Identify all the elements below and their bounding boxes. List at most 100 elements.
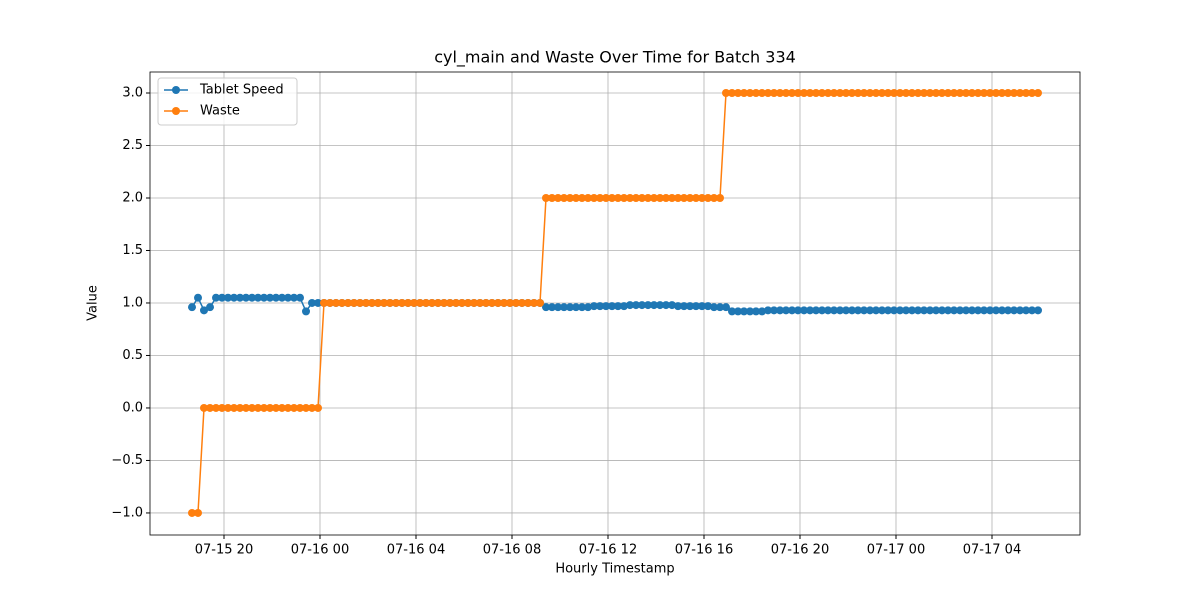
marker: [278, 403, 286, 412]
marker: [746, 307, 754, 316]
marker: [284, 293, 292, 302]
marker: [776, 306, 784, 315]
marker: [950, 88, 958, 97]
marker: [764, 88, 772, 97]
x-tick-label: 07-16 20: [771, 543, 829, 558]
marker: [956, 88, 964, 97]
y-tick-label: −0.5: [111, 453, 143, 468]
marker: [776, 88, 784, 97]
marker: [452, 298, 460, 307]
legend-marker: [172, 107, 180, 115]
y-tick-label: 0.5: [122, 348, 143, 363]
marker: [500, 298, 508, 307]
marker: [188, 508, 196, 517]
marker: [308, 298, 316, 307]
marker: [524, 298, 532, 307]
marker: [734, 88, 742, 97]
marker: [734, 307, 742, 316]
marker: [698, 193, 706, 202]
marker: [236, 403, 244, 412]
marker: [938, 306, 946, 315]
marker: [1004, 88, 1012, 97]
marker: [434, 298, 442, 307]
marker: [512, 298, 520, 307]
marker: [464, 298, 472, 307]
y-tick-label: 2.0: [122, 190, 143, 205]
legend-box: [157, 77, 298, 126]
marker: [620, 193, 628, 202]
marker: [596, 193, 604, 202]
marker: [536, 298, 544, 307]
marker: [986, 88, 994, 97]
marker: [230, 293, 238, 302]
marker: [974, 306, 982, 315]
marker: [950, 306, 958, 315]
marker: [1022, 88, 1030, 97]
marker: [1004, 306, 1012, 315]
marker: [236, 293, 244, 302]
marker: [608, 302, 616, 311]
marker: [374, 298, 382, 307]
marker: [554, 193, 562, 202]
marker: [230, 403, 238, 412]
marker: [746, 88, 754, 97]
marker: [572, 303, 580, 312]
marker: [962, 88, 970, 97]
marker: [638, 193, 646, 202]
marker: [866, 306, 874, 315]
y-tick-label: 1.0: [122, 295, 143, 310]
marker: [554, 303, 562, 312]
marker: [632, 301, 640, 310]
marker: [944, 88, 952, 97]
marker: [632, 193, 640, 202]
marker: [272, 293, 280, 302]
marker: [1028, 88, 1036, 97]
marker: [812, 88, 820, 97]
marker: [836, 88, 844, 97]
marker: [548, 303, 556, 312]
marker: [698, 302, 706, 311]
marker: [704, 302, 712, 311]
marker: [908, 88, 916, 97]
marker: [938, 88, 946, 97]
marker: [998, 306, 1006, 315]
marker: [668, 301, 676, 310]
marker: [854, 88, 862, 97]
marker: [758, 307, 766, 316]
marker: [530, 298, 538, 307]
marker: [884, 88, 892, 97]
marker: [890, 88, 898, 97]
marker: [806, 88, 814, 97]
marker: [866, 88, 874, 97]
marker: [620, 302, 628, 311]
marker: [902, 88, 910, 97]
marker: [242, 293, 250, 302]
marker: [542, 303, 550, 312]
marker: [1010, 306, 1018, 315]
marker: [710, 193, 718, 202]
marker: [368, 298, 376, 307]
marker: [608, 193, 616, 202]
marker: [470, 298, 478, 307]
marker: [926, 306, 934, 315]
marker: [782, 88, 790, 97]
marker: [1010, 88, 1018, 97]
y-tick-label: 0.0: [122, 400, 143, 415]
marker: [830, 88, 838, 97]
marker: [506, 298, 514, 307]
marker: [752, 88, 760, 97]
marker: [872, 306, 880, 315]
marker: [860, 88, 868, 97]
marker: [218, 293, 226, 302]
marker: [944, 306, 952, 315]
marker: [848, 88, 856, 97]
marker: [482, 298, 490, 307]
marker: [914, 306, 922, 315]
marker: [206, 303, 214, 312]
marker: [794, 88, 802, 97]
marker: [908, 306, 916, 315]
legend-marker: [172, 86, 180, 94]
marker: [884, 306, 892, 315]
marker: [200, 306, 208, 315]
marker: [356, 298, 364, 307]
